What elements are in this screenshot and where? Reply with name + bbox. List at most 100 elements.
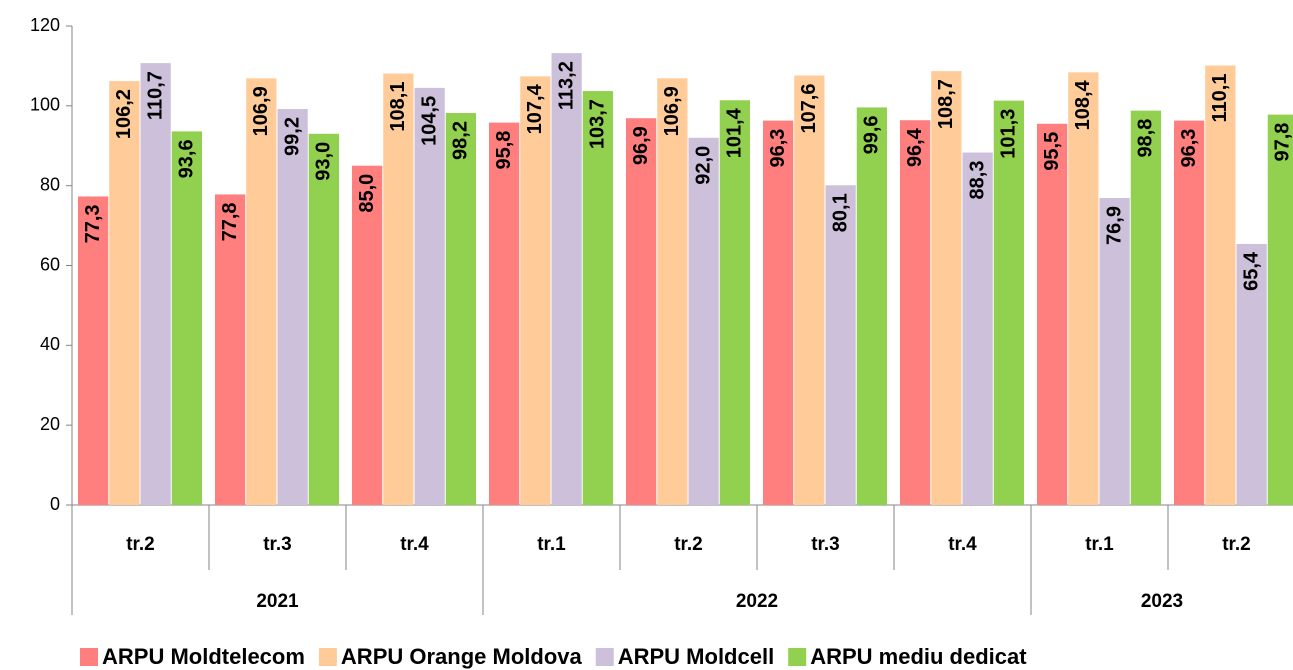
value-label: 96,9 [630, 126, 652, 165]
y-tick-label: 120 [30, 15, 60, 35]
bar [140, 63, 171, 506]
value-label: 108,4 [1072, 79, 1094, 130]
value-label: 108,7 [935, 79, 957, 129]
value-label: 108,1 [387, 82, 409, 132]
y-tick-label: 60 [40, 254, 60, 274]
legend-label: ARPU Orange Moldova [341, 644, 583, 669]
value-label: 106,2 [113, 89, 135, 139]
value-label: 88,3 [966, 161, 988, 200]
bar [794, 75, 825, 505]
x-tick-label: tr.1 [537, 534, 566, 555]
value-label: 65,4 [1240, 251, 1262, 291]
value-label: 99,2 [281, 117, 303, 156]
bar [246, 78, 277, 505]
bar [856, 107, 887, 506]
bar [215, 194, 246, 505]
value-label: 104,5 [418, 96, 440, 146]
legend-swatch [595, 648, 614, 666]
y-tick-label: 20 [40, 414, 60, 434]
value-label: 107,6 [798, 83, 820, 133]
bar [383, 73, 414, 506]
bar [520, 76, 551, 506]
group-label: 2022 [736, 591, 778, 612]
bar [931, 71, 962, 505]
x-tick-label: tr.4 [400, 534, 429, 555]
x-tick-label: tr.2 [1222, 534, 1251, 555]
bar [1205, 65, 1236, 505]
value-label: 77,3 [82, 204, 104, 243]
legend-label: ARPU mediu dedicat [810, 644, 1027, 669]
value-label: 110,7 [144, 71, 166, 120]
x-tick-label: tr.1 [1085, 534, 1114, 555]
legend-swatch [318, 648, 337, 666]
bar [1236, 243, 1267, 505]
value-label: 110,1 [1209, 74, 1231, 123]
value-label: 106,9 [661, 86, 683, 136]
group-label: 2021 [256, 591, 299, 612]
bar [445, 113, 476, 505]
value-label: 95,8 [493, 131, 515, 170]
value-label: 98,2 [450, 121, 472, 160]
value-label: 85,0 [356, 174, 378, 213]
value-label: 76,9 [1103, 206, 1125, 245]
value-label: 101,3 [998, 109, 1020, 159]
x-tick-label: tr.3 [263, 534, 292, 555]
bar [414, 87, 445, 505]
legend-swatch [788, 648, 807, 666]
bar [719, 100, 750, 506]
y-tick-label: 40 [40, 334, 60, 354]
bar [582, 91, 613, 506]
value-label: 106,9 [250, 86, 272, 136]
bar [109, 81, 140, 506]
bar [993, 100, 1024, 505]
value-label: 95,5 [1041, 132, 1063, 171]
bar [171, 131, 202, 505]
bar [308, 133, 339, 505]
bar [657, 78, 688, 505]
bar [688, 137, 719, 505]
y-tick-label: 80 [40, 174, 60, 194]
value-label: 96,3 [767, 129, 789, 168]
value-label: 77,8 [219, 202, 241, 241]
value-label: 92,0 [692, 146, 714, 185]
bar [78, 196, 109, 506]
bar [352, 165, 383, 506]
x-tick-label: tr.2 [674, 534, 703, 555]
legend-label: ARPU Moldtelecom [102, 644, 305, 669]
value-label: 107,4 [524, 83, 546, 134]
value-label: 103,7 [587, 99, 609, 149]
y-tick-label: 100 [30, 95, 60, 115]
bar [626, 118, 657, 506]
group-label: 2023 [1141, 591, 1183, 612]
bar [763, 120, 794, 505]
bar [1174, 120, 1205, 505]
y-tick-label: 0 [50, 494, 60, 514]
bar [1037, 123, 1068, 505]
bar [1267, 114, 1293, 506]
bar [962, 152, 993, 505]
bar [1130, 110, 1161, 505]
value-label: 101,4 [724, 107, 746, 158]
legend-swatch [80, 648, 98, 666]
bar [277, 109, 308, 505]
bar [1099, 198, 1130, 505]
bar [1068, 72, 1099, 505]
value-label: 93,6 [176, 139, 198, 178]
value-label: 96,4 [904, 127, 926, 167]
x-tick-label: tr.3 [811, 534, 840, 555]
x-tick-label: tr.2 [126, 534, 155, 555]
x-tick-label: tr.4 [948, 534, 977, 555]
value-label: 80,1 [829, 193, 851, 232]
bar [489, 122, 520, 506]
legend-label: ARPU Moldcell [618, 644, 774, 669]
value-label: 99,6 [861, 115, 883, 154]
value-label: 98,8 [1135, 119, 1157, 158]
bar [551, 53, 582, 505]
value-label: 113,2 [555, 61, 577, 110]
bar [825, 185, 856, 505]
value-label: 97,8 [1272, 123, 1293, 162]
value-label: 93,0 [313, 142, 335, 181]
bar [900, 120, 931, 505]
